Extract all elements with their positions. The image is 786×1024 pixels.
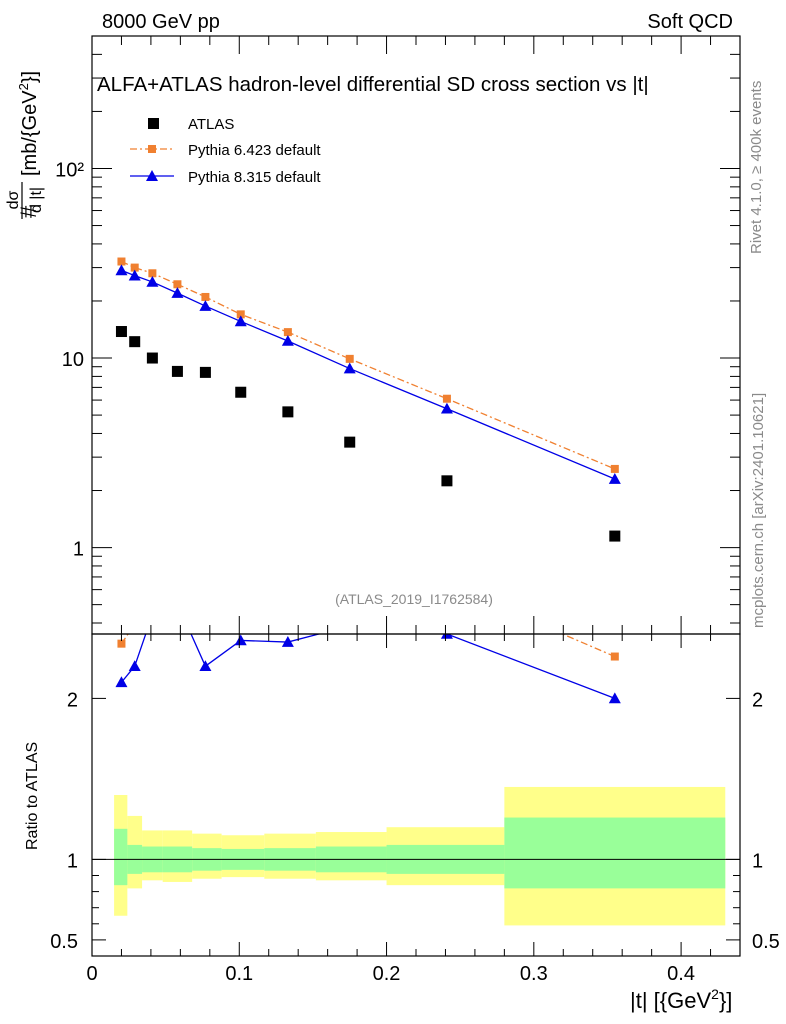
rivet-label: Rivet 4.1.0, ≥ 400k events — [748, 81, 765, 254]
legend: ATLAS Pythia 6.423 default Pythia 8.315 … — [130, 116, 321, 186]
ratio-series — [115, 553, 621, 704]
pythia6-point-6 — [283, 328, 292, 337]
ratio-pythia8-point-8 — [440, 634, 453, 639]
ratio-uncertainty-bands — [114, 786, 726, 926]
x-axis-label: |t| [{GeV2}] — [630, 986, 732, 1013]
legend-marker-atlas — [148, 118, 159, 129]
pythia6-point-1 — [130, 263, 139, 272]
pythia8-point-0 — [115, 264, 128, 276]
ratio-pythia6-point-6 — [284, 593, 292, 601]
ratio-pythia8-point-6 — [281, 636, 294, 647]
ratio-pythia8-point-5 — [234, 634, 247, 646]
ylabel-denominator: d |t| — [28, 187, 45, 213]
ratio-pythia6-point-9 — [610, 652, 619, 661]
atlas-point-6 — [282, 406, 294, 418]
x-tick-label-1: 0.1 — [225, 963, 253, 985]
mcplots-label: mcplots.cern.ch [arXiv:2401.10621] — [750, 393, 767, 628]
main-y-tick-label-0: 1 — [73, 539, 84, 561]
axis-ticks: 1 10 10² 0 0.1 0.2 0.3 0.4 0.5 0.5 1 1 2 2 — [50, 35, 780, 985]
ratio-pythia6-point-8 — [443, 580, 451, 588]
atlas-point-2 — [146, 352, 158, 364]
legend-label-pythia8: Pythia 8.315 default — [188, 169, 321, 186]
ratio-y-tick-label-right-2: 2 — [752, 689, 763, 711]
atlas-point-8 — [441, 475, 453, 487]
atlas-point-3 — [171, 365, 183, 377]
main-series — [115, 257, 621, 542]
ratio-pythia6-point-1 — [131, 620, 139, 628]
ratio-pythia6-point-2 — [148, 566, 156, 574]
legend-marker-pythia6 — [148, 145, 156, 153]
ratio-pythia8-point-7 — [344, 620, 356, 631]
analysis-id: (ATLAS_2019_I1762584) — [335, 591, 493, 607]
pythia8-point-4 — [199, 300, 212, 311]
atlas-point-4 — [199, 366, 211, 378]
pythia8-point-9 — [608, 473, 621, 484]
svg-text:[mb/{GeV2}]: [mb/{GeV2}] — [16, 71, 41, 176]
legend-label-pythia6: Pythia 6.423 default — [188, 142, 321, 159]
ratio-pythia6-point-4 — [201, 614, 209, 622]
category-label: Soft QCD — [647, 11, 733, 33]
pythia8-point-5 — [234, 315, 247, 327]
ratio-y-axis-label: Ratio to ATLAS — [24, 742, 41, 850]
ratio-y-tick-label-left-0: 0.5 — [50, 931, 78, 953]
pythia8-point-3 — [171, 287, 184, 298]
ylabel-numerator: dσ — [5, 190, 22, 209]
ratio-line-pythia-8-315-default — [120, 634, 616, 700]
ratio-y-tick-label-right-1: 1 — [752, 850, 763, 872]
pythia8-point-1 — [128, 269, 141, 281]
ylabel-units: [mb/{GeV — [19, 90, 41, 176]
ratio-y-tick-label-left-2: 2 — [67, 689, 78, 711]
inner-band-bin-9 — [504, 817, 726, 889]
ratio-pythia6-point-5 — [237, 601, 245, 609]
legend-marker-pythia8 — [146, 170, 158, 181]
pythia8-point-7 — [343, 362, 356, 374]
xlabel-end: }] — [719, 988, 732, 1013]
x-tick-label-2: 0.2 — [373, 963, 401, 985]
x-tick-label-0: 0 — [86, 963, 97, 985]
ratio-pythia8-point-2 — [146, 609, 158, 620]
pythia6-point-5 — [236, 310, 245, 319]
pythia6-point-8 — [442, 394, 451, 403]
pythia6-point-4 — [201, 292, 210, 301]
pythia6-point-9 — [610, 464, 619, 473]
pythia8-point-8 — [440, 402, 453, 414]
ylabel-units-end: }] — [19, 71, 41, 83]
main-y-tick-label-2: 10² — [55, 159, 84, 181]
series-line-pythia-6-423-default — [121, 260, 616, 470]
legend-label-atlas: ATLAS — [188, 116, 234, 133]
energy-label: 8000 GeV pp — [102, 11, 220, 33]
ratio-pythia8-point-0 — [115, 676, 128, 688]
ratio-pythia8-point-3 — [171, 597, 183, 608]
atlas-point-1 — [129, 336, 141, 348]
atlas-point-5 — [235, 386, 247, 398]
pythia8-point-6 — [281, 334, 294, 346]
xlabel-sup: 2 — [711, 986, 719, 1002]
ratio-pythia6-point-3 — [173, 553, 181, 561]
inner-band-bin-0 — [114, 828, 128, 886]
pythia6-point-2 — [148, 269, 157, 278]
main-y-tick-label-1: 10 — [62, 349, 84, 371]
xlabel-text: |t| [{GeV — [630, 988, 711, 1013]
pythia6-point-0 — [117, 257, 126, 266]
ratio-y-tick-label-left-1: 1 — [67, 850, 78, 872]
atlas-point-9 — [609, 530, 621, 542]
ratio-pythia6-point-0 — [117, 639, 126, 648]
atlas-point-7 — [344, 436, 356, 448]
atlas-point-0 — [115, 326, 127, 338]
ylabel-units-sup: 2 — [16, 83, 31, 90]
ratio-y-tick-label-right-0: 0.5 — [752, 931, 780, 953]
pythia8-point-2 — [146, 275, 159, 287]
x-tick-label-4: 0.4 — [667, 963, 695, 985]
chart-title: ALFA+ATLAS hadron-level differential SD … — [97, 73, 649, 96]
series-line-pythia-8-315-default — [121, 269, 616, 480]
pythia6-point-3 — [173, 280, 182, 289]
main-y-axis-label: # dσ d |t| [mb/{GeV2}] — [5, 71, 45, 219]
ratio-pythia8-point-9 — [608, 692, 621, 704]
x-tick-label-3: 0.3 — [520, 963, 548, 985]
ratio-pythia8-point-1 — [128, 660, 141, 671]
ratio-pythia8-point-4 — [199, 660, 212, 671]
pythia6-point-7 — [345, 354, 354, 363]
ratio-pythia6-point-7 — [346, 574, 354, 582]
